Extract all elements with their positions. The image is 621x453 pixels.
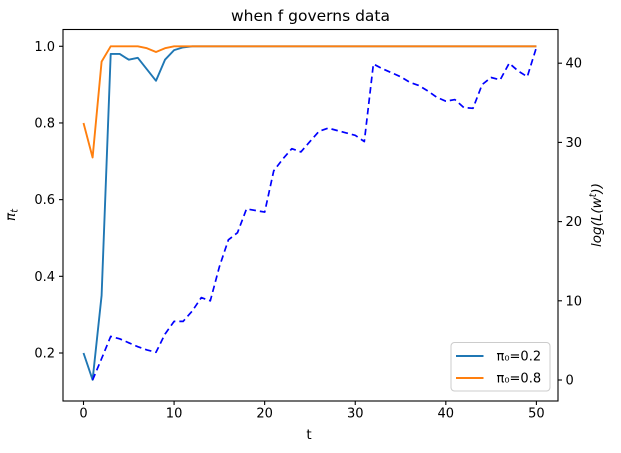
y-right-label-prefix: log(L(w bbox=[589, 196, 605, 247]
plot-series bbox=[82, 45, 538, 381]
y-left-tick-label: 0.8 bbox=[34, 116, 55, 131]
pi-t-with-pi0-0.8-line bbox=[82, 45, 537, 159]
y-right-tick-label: 30 bbox=[566, 136, 583, 151]
y-right-tick-label: 0 bbox=[566, 374, 574, 389]
y-axis-label-left: πt bbox=[3, 208, 21, 221]
y-right-label-suffix: )) bbox=[589, 183, 605, 195]
x-tick-label: 40 bbox=[438, 407, 455, 422]
x-tick-label: 10 bbox=[166, 407, 183, 422]
x-tick-label: 20 bbox=[256, 407, 273, 422]
x-tick-label: 0 bbox=[79, 407, 87, 422]
y-left-tick-label: 1.0 bbox=[34, 40, 55, 55]
axis-ticks: 0 10 20 30 40 50 0.2 0.4 0.6 0.8 1.0 0 10 20 30 40 bbox=[34, 40, 582, 422]
y-right-tick-label: 10 bbox=[566, 294, 583, 309]
y-left-tick-label: 0.6 bbox=[34, 193, 55, 208]
y-right-label-superscript: t bbox=[588, 192, 599, 197]
y-left-tick-label: 0.4 bbox=[34, 270, 55, 285]
y-left-tick-label: 0.2 bbox=[34, 347, 55, 362]
legend-label-pi0-0.2: π₀=0.2 bbox=[497, 350, 542, 365]
x-axis-label: t bbox=[306, 427, 311, 443]
pi-t-with-pi0-0.2-line bbox=[82, 45, 537, 381]
x-tick-label: 50 bbox=[528, 407, 545, 422]
y-left-label-symbol: π bbox=[3, 212, 19, 221]
legend-label-pi0-0.8: π₀=0.8 bbox=[497, 372, 542, 387]
y-left-label-subscript: t bbox=[10, 208, 21, 213]
legend: π₀=0.2 π₀=0.8 bbox=[450, 342, 551, 392]
plot-border bbox=[62, 28, 559, 402]
chart-title: when f governs data bbox=[231, 7, 390, 25]
y-right-tick-label: 40 bbox=[566, 57, 583, 72]
x-tick-label: 30 bbox=[347, 407, 364, 422]
y-right-tick-label: 20 bbox=[566, 215, 583, 230]
y-axis-label-right: log(L(wt)) bbox=[588, 183, 605, 247]
log-likelihood-line bbox=[91, 47, 538, 381]
